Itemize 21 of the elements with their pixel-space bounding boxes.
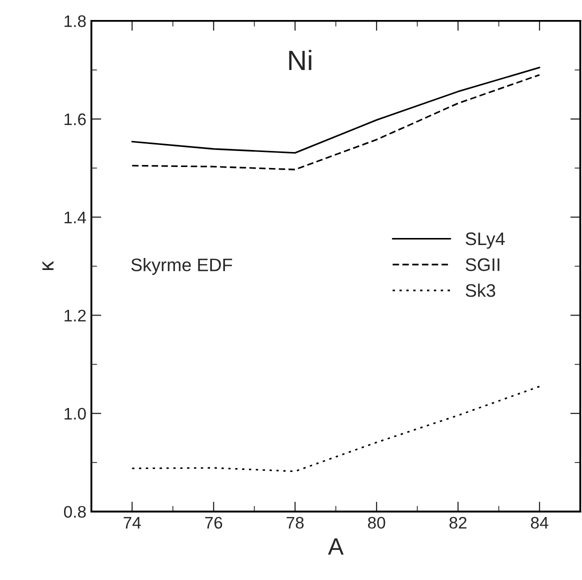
x-tick-label: 76 bbox=[205, 516, 222, 529]
annotation: Ni bbox=[289, 50, 312, 70]
y-tick-label: 1.6 bbox=[64, 113, 86, 126]
y-tick-label: 1.2 bbox=[64, 310, 86, 322]
x-axis-title: A bbox=[328, 538, 344, 555]
line-series bbox=[131, 74, 540, 170]
legend-label: Sk3 bbox=[466, 284, 496, 297]
y-axis-title: κ bbox=[42, 260, 54, 270]
x-tick-label: 80 bbox=[368, 516, 386, 529]
y-tick-label: 1.0 bbox=[64, 408, 86, 420]
x-tick-label: 84 bbox=[530, 516, 548, 529]
annotation: Skyrme EDF bbox=[131, 258, 232, 275]
legend-label: SLy4 bbox=[466, 232, 505, 249]
line-series bbox=[131, 386, 540, 472]
x-tick-label: 78 bbox=[286, 516, 304, 529]
y-tick-label: 1.8 bbox=[64, 15, 86, 28]
y-tick-label: 0.8 bbox=[64, 506, 86, 518]
legend-label: SGII bbox=[466, 258, 500, 272]
x-tick-label: 74 bbox=[124, 517, 141, 528]
x-tick-label: 82 bbox=[449, 516, 466, 529]
y-tick-label: 1.4 bbox=[64, 212, 86, 224]
